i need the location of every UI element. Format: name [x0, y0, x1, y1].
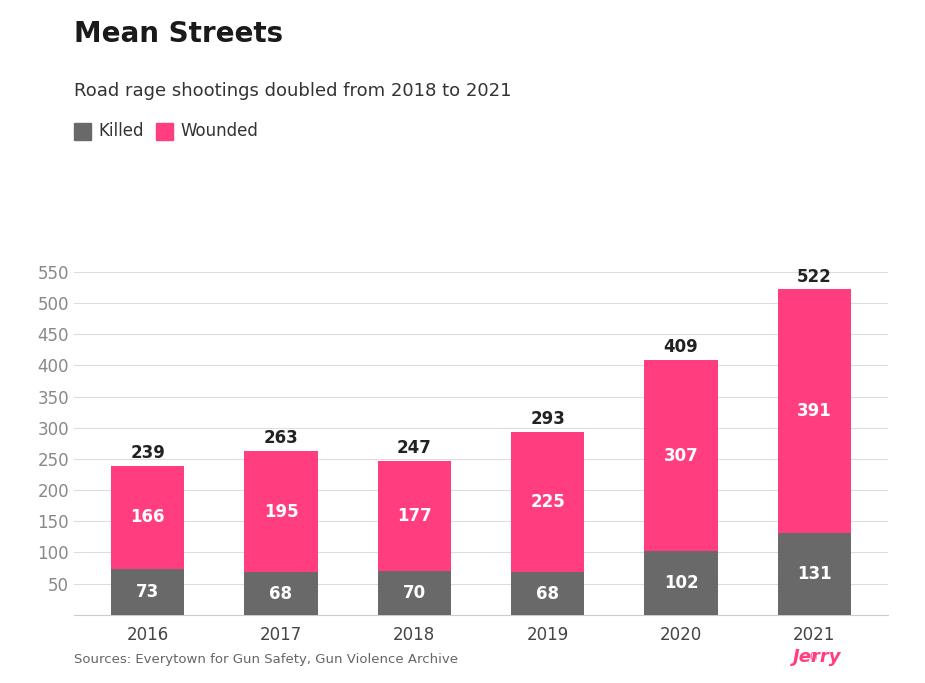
Bar — [778, 533, 851, 615]
Bar — [511, 432, 585, 572]
Text: Wounded: Wounded — [180, 122, 258, 141]
Bar — [244, 572, 317, 615]
Text: 68: 68 — [536, 585, 560, 602]
Bar — [778, 290, 851, 533]
Bar — [377, 461, 451, 571]
Text: 166: 166 — [130, 509, 165, 527]
Bar — [111, 569, 184, 615]
Text: 522: 522 — [797, 268, 832, 285]
Text: Mean Streets: Mean Streets — [74, 20, 283, 48]
Text: 195: 195 — [264, 503, 298, 520]
Text: 177: 177 — [397, 507, 432, 525]
Text: Killed: Killed — [98, 122, 143, 141]
Text: 409: 409 — [663, 338, 698, 356]
Text: 391: 391 — [797, 402, 832, 420]
Text: 131: 131 — [797, 565, 832, 583]
Text: Jerry: Jerry — [794, 648, 842, 666]
Bar — [111, 466, 184, 569]
Text: 70: 70 — [402, 584, 426, 602]
Text: 263: 263 — [264, 429, 299, 447]
Text: 73: 73 — [136, 583, 159, 601]
Text: 68: 68 — [269, 585, 292, 602]
Text: 293: 293 — [530, 410, 565, 428]
Bar — [645, 360, 718, 551]
Text: ∩: ∩ — [808, 650, 818, 663]
Text: Road rage shootings doubled from 2018 to 2021: Road rage shootings doubled from 2018 to… — [74, 82, 512, 100]
Bar — [244, 451, 317, 572]
Text: 307: 307 — [663, 447, 698, 464]
Text: 225: 225 — [530, 493, 565, 512]
Bar — [645, 551, 718, 615]
Text: 102: 102 — [664, 574, 698, 592]
Bar — [377, 571, 451, 615]
Text: 239: 239 — [130, 444, 165, 462]
Text: Sources: Everytown for Gun Safety, Gun Violence Archive: Sources: Everytown for Gun Safety, Gun V… — [74, 653, 458, 666]
Text: 247: 247 — [397, 439, 432, 457]
Bar — [511, 572, 585, 615]
